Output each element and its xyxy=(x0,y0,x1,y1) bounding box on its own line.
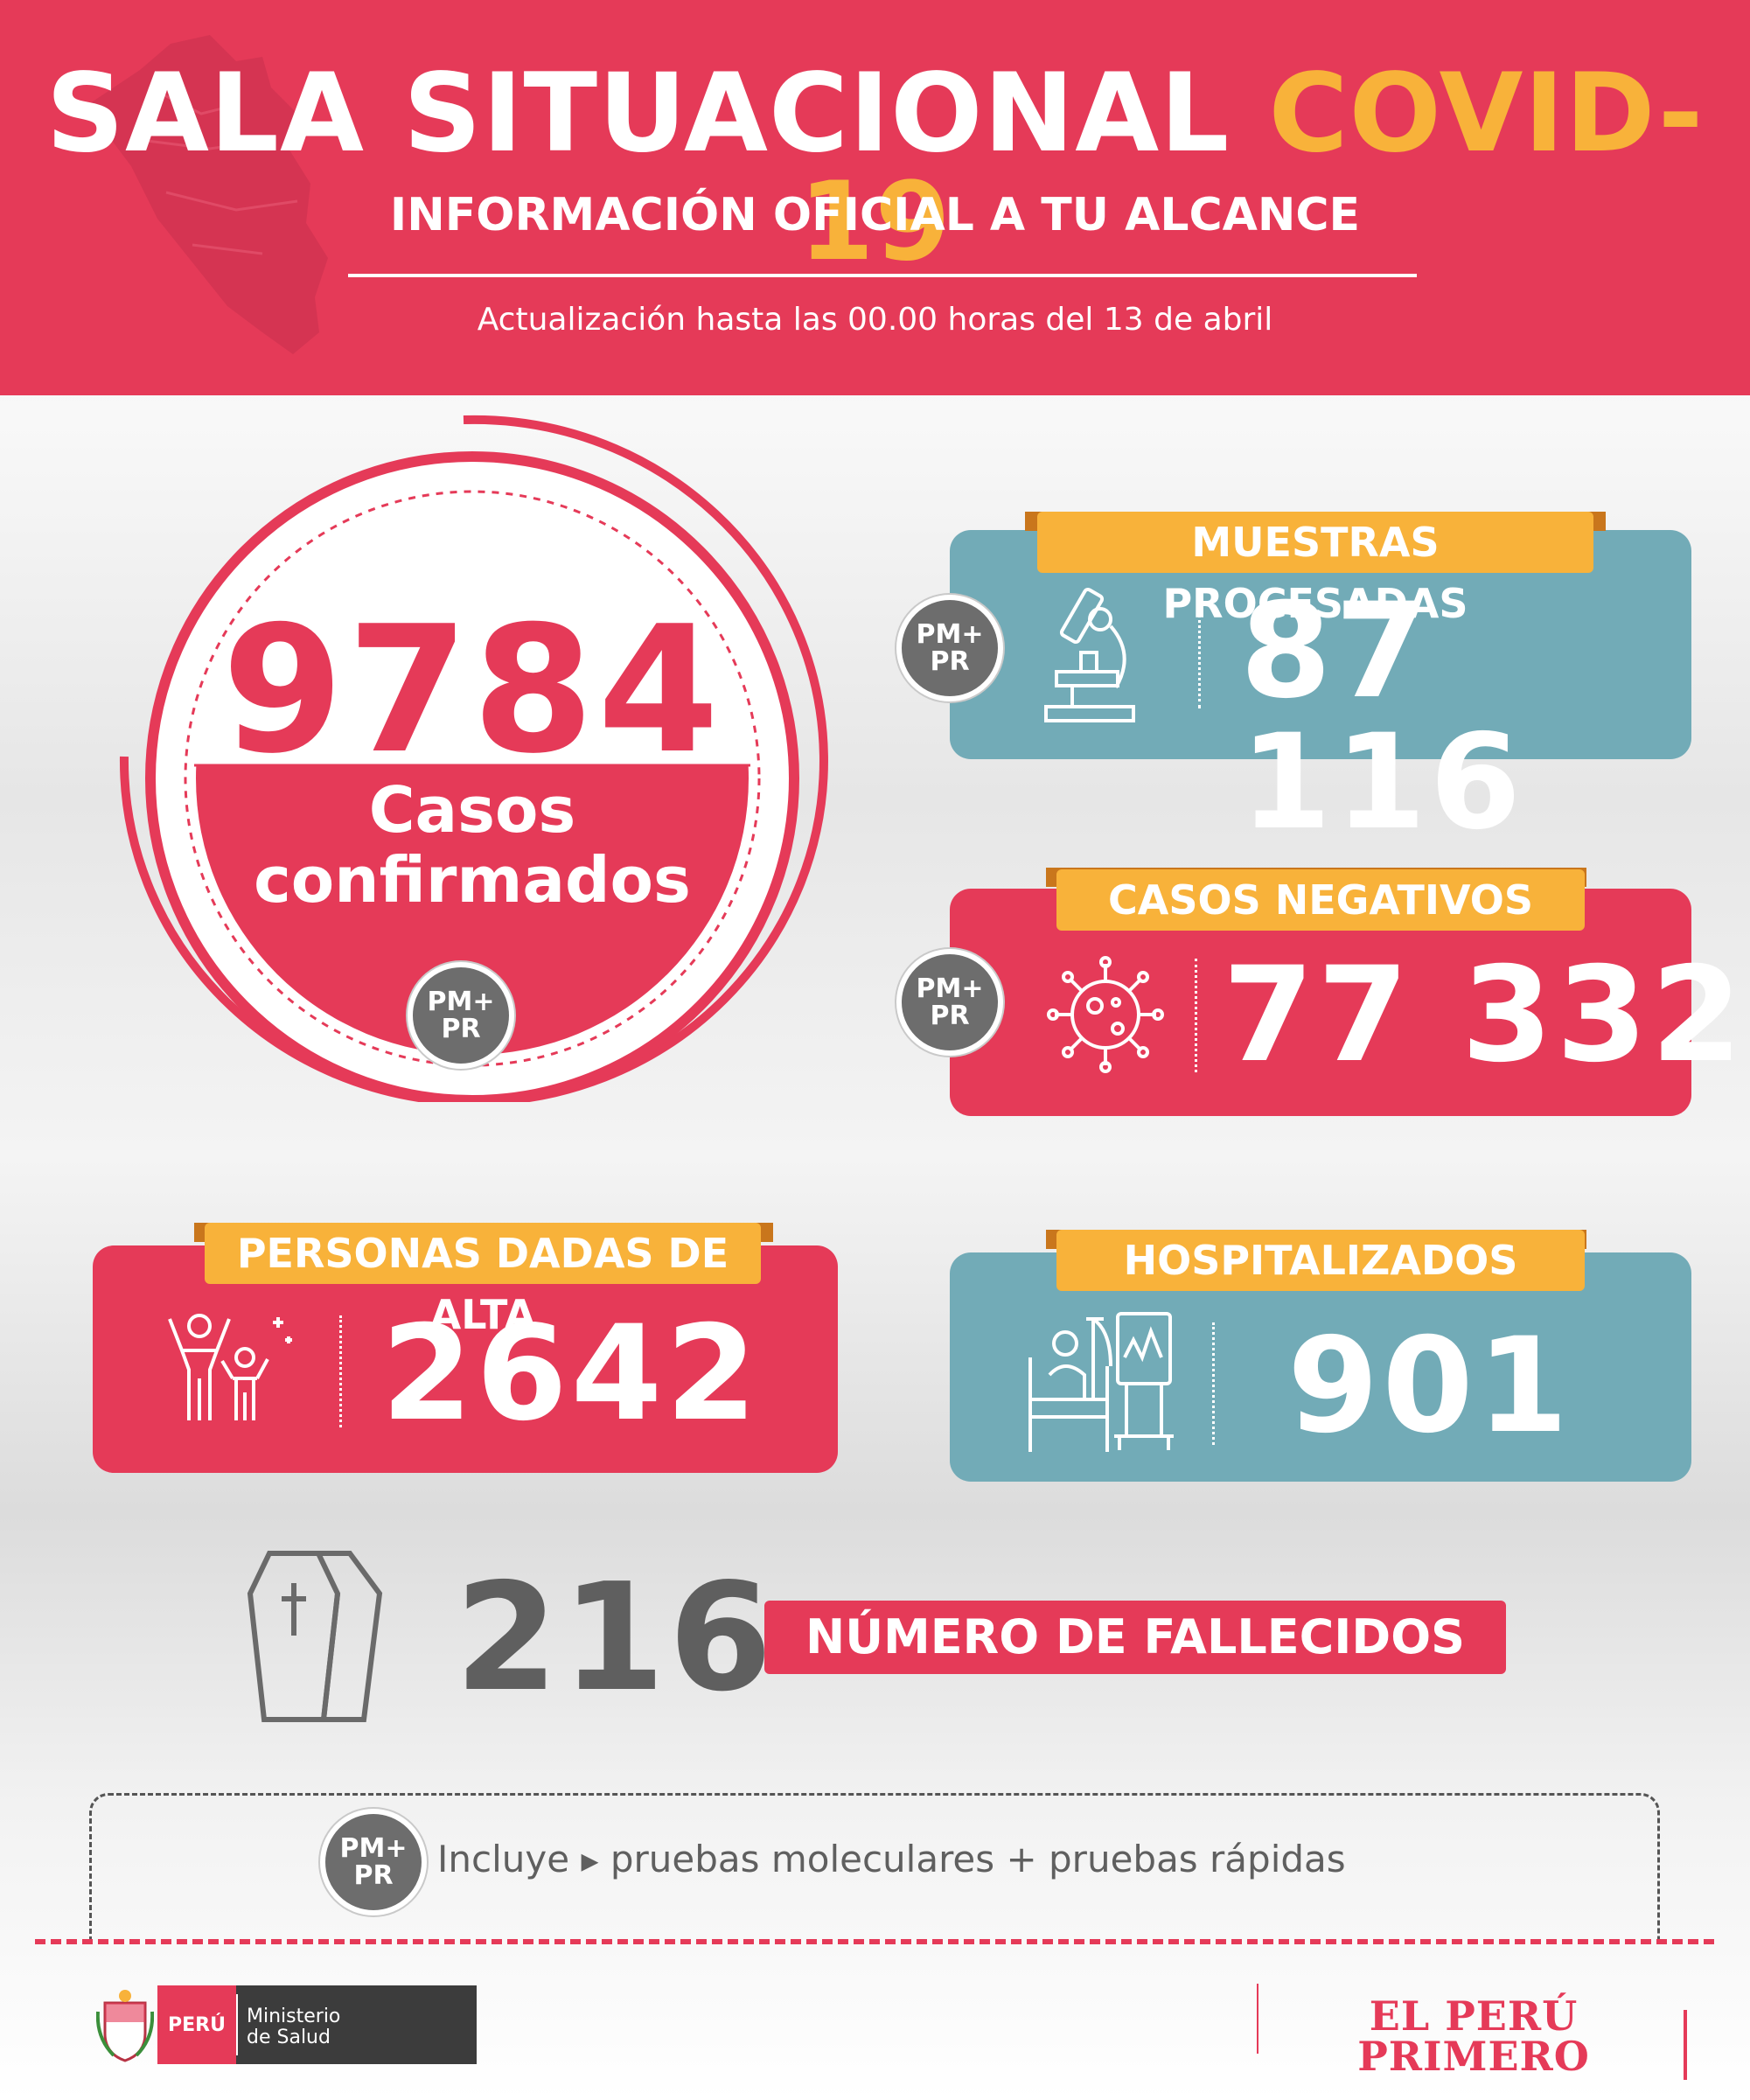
update-date: Actualización hasta las 00.00 horas del … xyxy=(477,302,1273,338)
negativos-value: 77 332 xyxy=(1223,939,1747,1092)
alta-value: 2642 xyxy=(381,1298,761,1450)
title-main: SALA SITUACIONAL xyxy=(45,51,1231,177)
badge-line2: PR xyxy=(930,1001,970,1031)
hospitalizados-label: HOSPITALIZADOS xyxy=(1056,1230,1585,1291)
negativos-divider xyxy=(1195,959,1197,1072)
note-includes: Incluye xyxy=(437,1838,570,1880)
confirmed-value: 9784 xyxy=(221,589,723,792)
title-covid: COVID-19 xyxy=(798,51,1705,285)
peru-logo-box: PERÚ xyxy=(157,1985,236,2064)
muestras-label: MUESTRAS PROCESADAS xyxy=(1037,512,1593,627)
ministry-logo-box: Ministerio de Salud xyxy=(236,1985,477,2064)
pmpr-badge-negativos: PM+ PR xyxy=(896,949,1003,1056)
badge-line1: PM+ xyxy=(339,1832,408,1864)
arrow-right-icon: ▶ xyxy=(581,1848,599,1875)
deaths-value: 216 xyxy=(455,1552,776,1725)
badge-line1: PM+ xyxy=(427,986,495,1017)
pmpr-badge-muestras: PM+ PR xyxy=(896,595,1003,701)
hospital-bed-icon xyxy=(1028,1312,1174,1452)
badge-line1: PM+ xyxy=(916,973,984,1004)
note-text: Incluye ▶ pruebas moleculares + pruebas … xyxy=(437,1841,1346,1878)
confirmed-circle xyxy=(119,415,828,1102)
peru-map-icon xyxy=(87,35,328,354)
coffin-icon xyxy=(247,1551,383,1722)
ministry-separator xyxy=(236,1994,238,2055)
coat-of-arms-icon xyxy=(96,1990,154,2062)
pmpr-badge-note: PM+ PR xyxy=(320,1809,427,1915)
note-tests: pruebas moleculares + pruebas rápidas xyxy=(610,1838,1346,1880)
family-icon xyxy=(168,1314,292,1420)
brand-logo-text: EL PERÚ PRIMERO xyxy=(1357,1992,1590,2080)
deaths-label: NÚMERO DE FALLECIDOS xyxy=(764,1601,1506,1674)
pmpr-badge-confirmed: PM+ PR xyxy=(408,962,514,1069)
badge-line2: PR xyxy=(930,646,970,677)
badge-line1: PM+ xyxy=(916,618,984,650)
subtitle: INFORMACIÓN OFICIAL A TU ALCANCE xyxy=(389,189,1361,241)
muestras-value: 87 116 xyxy=(1240,576,1525,859)
ministry-line1: Ministerio xyxy=(247,2006,341,2027)
confirmed-label-line1: Casos xyxy=(368,773,576,847)
alta-divider xyxy=(339,1315,342,1427)
ministry-line2: de Salud xyxy=(247,2027,331,2049)
footer-dashed-line xyxy=(35,1939,1714,1944)
muestras-divider xyxy=(1198,603,1201,708)
hospitalizados-divider xyxy=(1212,1322,1215,1445)
note-box xyxy=(89,1793,1660,1942)
badge-line2: PR xyxy=(353,1860,394,1891)
virus-icon xyxy=(1047,956,1164,1073)
brand-frame xyxy=(1257,1984,1687,2080)
confirmed-label-line2: confirmados xyxy=(254,843,691,917)
alta-label: PERSONAS DADAS DE ALTA xyxy=(205,1223,761,1338)
negativos-label: CASOS NEGATIVOS xyxy=(1056,869,1585,931)
hospitalizados-value: 901 xyxy=(1287,1310,1572,1462)
main-title: SALA SITUACIONAL COVID-19 xyxy=(0,59,1750,276)
microscope-icon xyxy=(1044,587,1135,722)
header-divider xyxy=(348,274,1417,277)
badge-line2: PR xyxy=(441,1014,481,1044)
